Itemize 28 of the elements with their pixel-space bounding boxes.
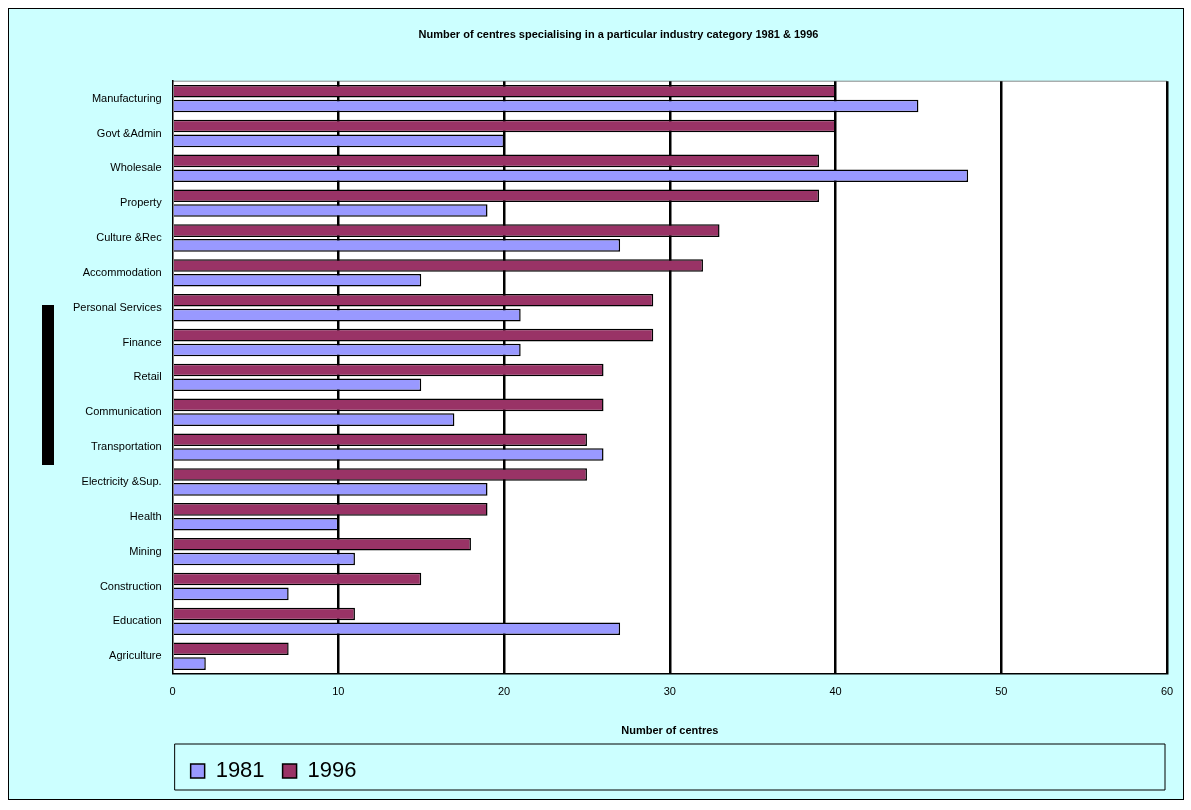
y-tick-label: Electricity &Sup. [81, 474, 162, 487]
legend-label: 1981 [215, 757, 265, 783]
y-tick-label: Govt &Admin [96, 126, 162, 139]
y-tick-label: Wholesale [110, 161, 162, 174]
x-tick-label: 50 [995, 685, 1008, 698]
y-tick-label: Mining [129, 544, 162, 557]
y-tick-label: Health [129, 509, 162, 522]
x-axis-title: Number of centres [621, 724, 719, 737]
x-tick-label: 0 [169, 685, 176, 698]
y-tick-label: Accommodation [82, 265, 162, 278]
y-tick-label: Agriculture [109, 649, 162, 662]
x-tick-label: 40 [829, 685, 842, 698]
x-tick-label: 60 [1160, 685, 1174, 698]
y-tick-label: Transportation [91, 440, 162, 453]
x-tick-label: 20 [497, 685, 511, 698]
y-tick-label: Finance [122, 335, 162, 348]
y-tick-label: Manufacturing [91, 91, 162, 104]
y-tick-label: Personal Services [72, 300, 163, 313]
x-tick-label: 30 [663, 685, 676, 698]
x-tick-label: 10 [332, 685, 345, 698]
y-tick-label: Property [120, 196, 163, 209]
y-tick-label: Retail [133, 370, 162, 383]
y-tick-label: Communication [85, 405, 162, 418]
y-tick-label: Education [112, 614, 162, 627]
y-tick-label: Culture &Rec [96, 231, 163, 244]
chart-title: Number of centres specialising in a particular industry category 1981 & 1996 [418, 27, 819, 40]
legend-label: 1996 [307, 757, 357, 783]
y-tick-label: Construction [99, 579, 162, 592]
